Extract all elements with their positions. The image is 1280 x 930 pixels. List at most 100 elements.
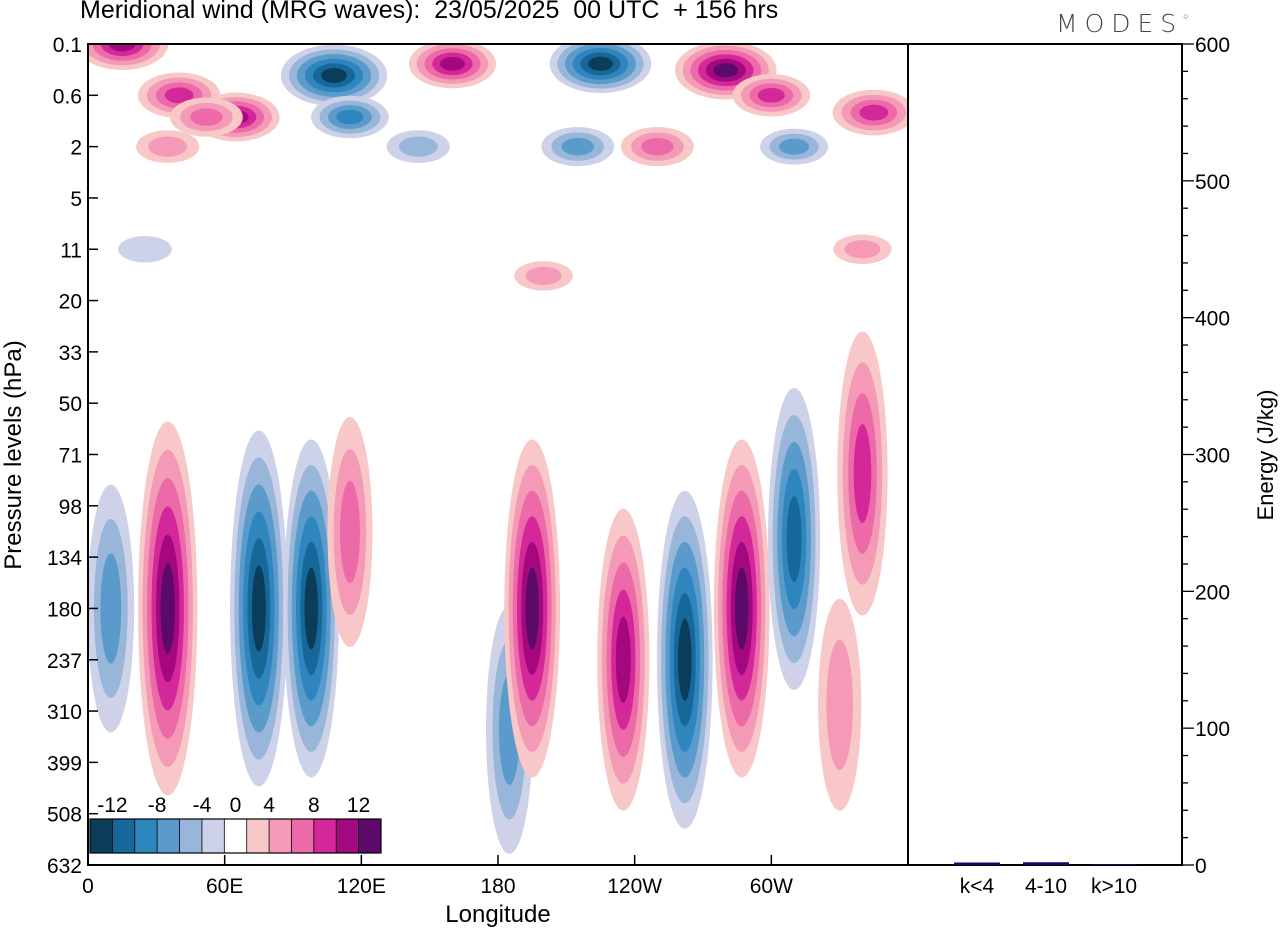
heatmap-cell	[525, 567, 539, 650]
heatmap-cell	[588, 56, 613, 71]
heatmap-cell	[339, 480, 360, 584]
x-tick-label: 120E	[337, 875, 386, 898]
colorbar-label: 0	[230, 794, 242, 817]
heatmap-cell	[148, 136, 188, 157]
heatmap-cell	[439, 56, 465, 71]
colorbar-swatch	[313, 819, 337, 853]
heatmap-cell	[100, 553, 122, 664]
heatmap-cell-group	[656, 490, 713, 829]
x-tick-label: 60W	[750, 875, 793, 898]
heatmap-cell-group	[504, 439, 561, 778]
colorbar-swatch	[224, 819, 247, 853]
heatmap-cell-group	[732, 74, 811, 117]
y-tick-label: 237	[47, 650, 82, 673]
heatmap-cell	[734, 567, 749, 650]
heatmap-cell-group	[408, 44, 497, 89]
heatmap-cell-group	[832, 89, 908, 136]
colorbar-swatch	[90, 819, 113, 853]
heatmap-cell	[859, 104, 889, 121]
energy-axis-label: Energy (J/kg)	[1253, 390, 1278, 521]
energy-tick-label: 300	[1195, 445, 1230, 468]
colorbar-label: 4	[263, 794, 275, 817]
y-tick-label: 310	[47, 701, 82, 724]
colorbar-swatch	[246, 819, 270, 853]
energy-bar	[954, 862, 1000, 865]
energy-panel: 0 100 200 300 400 500 600 k<4 4-10 k>10 Energy (…	[907, 34, 1278, 898]
heatmap-cell-group	[118, 236, 172, 263]
energy-category-label: 4-10	[1025, 875, 1067, 898]
heatmap-plot: 0.1 0.6 2 5 11 20 33 50 71 98 134 180 237 310 399 508 63…	[0, 34, 909, 928]
y-tick-label: 33	[59, 342, 82, 365]
energy-tick-label: 0	[1195, 855, 1207, 878]
chart-title: Meridional wind (MRG waves): 23/05/2025 …	[80, 0, 779, 24]
y-tick-label: 632	[47, 855, 82, 878]
colorbar-frame	[89, 818, 382, 854]
x-tick-label: 180	[480, 875, 515, 898]
y-tick-label: 180	[47, 598, 82, 621]
heatmap-cell	[160, 563, 175, 654]
heatmap-cell-group	[283, 439, 340, 778]
heatmap-cell-group	[818, 598, 862, 811]
heatmap-cell	[757, 87, 785, 103]
colorbar: -12 -8 -4 0 4 8 12	[89, 794, 382, 854]
y-tick-label: 11	[60, 239, 82, 262]
heatmap-cell	[713, 63, 739, 78]
energy-bar	[1023, 862, 1069, 865]
heatmap-cell	[525, 266, 562, 285]
x-tick-label: 60E	[206, 875, 243, 898]
heatmap-cell-group	[170, 97, 243, 137]
y-tick-label: 508	[47, 804, 82, 827]
colorbar-swatch	[336, 819, 359, 853]
heatmap-cell	[826, 639, 853, 771]
colorbar-label: -12	[97, 794, 127, 817]
heatmap-cell	[779, 138, 810, 155]
heatmap-cell	[164, 87, 194, 104]
energy-bar	[1091, 864, 1137, 865]
energy-category-label: k<4	[960, 875, 995, 898]
y-axis-label: Pressure levels (hPa)	[0, 340, 27, 569]
y-tick-label: 50	[59, 393, 82, 416]
colorbar-swatch	[358, 819, 381, 853]
energy-category-label: k>10	[1091, 875, 1137, 898]
heatmap-cell-group	[514, 261, 573, 291]
x-tick-label: 0	[82, 875, 94, 898]
heatmap-cell-group	[386, 130, 450, 164]
y-tick-label: 71	[59, 445, 82, 468]
heatmap-cell	[190, 108, 223, 126]
colorbar-label: 12	[347, 794, 370, 817]
heatmap-cell-group	[138, 421, 198, 796]
x-tick-label: 120W	[607, 875, 662, 898]
y-tick-label: 134	[47, 547, 82, 570]
y-tick-label: 5	[70, 188, 82, 211]
heatmap-cell-group	[541, 127, 615, 167]
heatmap-cell	[118, 236, 172, 263]
heatmap-cell-group	[597, 508, 650, 811]
heatmap-cell-group	[713, 439, 770, 778]
logo-text: MODES	[1056, 9, 1184, 38]
energy-frame	[907, 43, 1183, 866]
heatmap-cell	[109, 44, 136, 52]
heatmap-cell-group	[88, 484, 135, 733]
energy-tick-label: 500	[1195, 171, 1230, 194]
y-tick-label: 399	[47, 752, 82, 775]
heatmap-cell-group	[833, 234, 892, 265]
heatmap-cell-group	[230, 430, 288, 787]
heatmap-cell	[304, 567, 318, 650]
colorbar-swatch	[112, 819, 135, 853]
heatmap-cell-group	[136, 130, 200, 164]
heatmap-cell-group	[768, 388, 821, 691]
energy-tick-label: 400	[1195, 308, 1230, 331]
y-tick-label: 0.6	[53, 85, 82, 108]
heatmap-cell-group	[549, 44, 652, 94]
y-tick-label: 98	[59, 496, 82, 519]
heatmap-cell-group	[280, 44, 388, 107]
heatmap-cell	[336, 109, 364, 125]
colorbar-swatch	[179, 819, 202, 853]
energy-tick-label: 100	[1195, 718, 1230, 741]
heatmap-cell-group	[311, 95, 389, 139]
heatmap-cell	[678, 618, 692, 701]
colorbar-swatch	[291, 819, 314, 853]
heatmap-cell	[561, 137, 594, 156]
heatmap-cell	[398, 136, 438, 157]
